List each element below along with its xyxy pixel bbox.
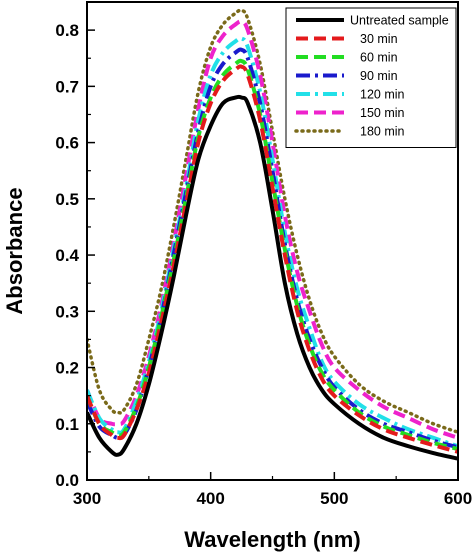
legend-label-2: 60 min	[360, 51, 398, 65]
ticks-layer: 300 400 500 600 0.0 0.1 0.2 0.3 0.4 0.5 0.6 0.7 0.8	[55, 1, 472, 508]
series-line-4	[87, 36, 458, 449]
series-line-3	[87, 47, 458, 450]
y-tick-label: 0.7	[55, 77, 79, 96]
legend-box	[285, 7, 457, 148]
legend: Untreated sample 30 min 60 min 90 min 120 mi…	[285, 7, 457, 148]
x-tick-label: 600	[444, 489, 472, 508]
legend-label-4: 120 min	[360, 88, 405, 102]
x-tick-label: 400	[196, 489, 224, 508]
series-layer	[87, 8, 458, 461]
y-tick-label: 0.3	[55, 302, 79, 321]
legend-label-0: Untreated sample	[350, 14, 449, 28]
series-line-1	[87, 64, 458, 454]
y-tick-label: 0.8	[55, 21, 79, 40]
y-tick-label: 0.5	[55, 190, 79, 209]
x-axis-title: Wavelength (nm)	[184, 527, 360, 552]
y-tick-label: 0.1	[55, 415, 79, 434]
y-tick-label: 0.6	[55, 134, 79, 153]
legend-label-6: 180 min	[360, 125, 405, 139]
y-tick-label: 0.0	[55, 471, 79, 490]
x-tick-label: 300	[73, 489, 101, 508]
legend-label-5: 150 min	[360, 106, 405, 120]
legend-label-3: 90 min	[360, 69, 398, 83]
series-line-6	[87, 8, 458, 434]
x-tick-label: 500	[320, 489, 348, 508]
legend-label-1: 30 min	[360, 32, 398, 46]
y-tick-label: 0.2	[55, 359, 79, 378]
series-line-0	[87, 94, 458, 461]
y-axis-title: Absorbance	[2, 187, 27, 314]
series-line-5	[87, 19, 458, 440]
y-tick-label: 0.4	[55, 246, 79, 265]
